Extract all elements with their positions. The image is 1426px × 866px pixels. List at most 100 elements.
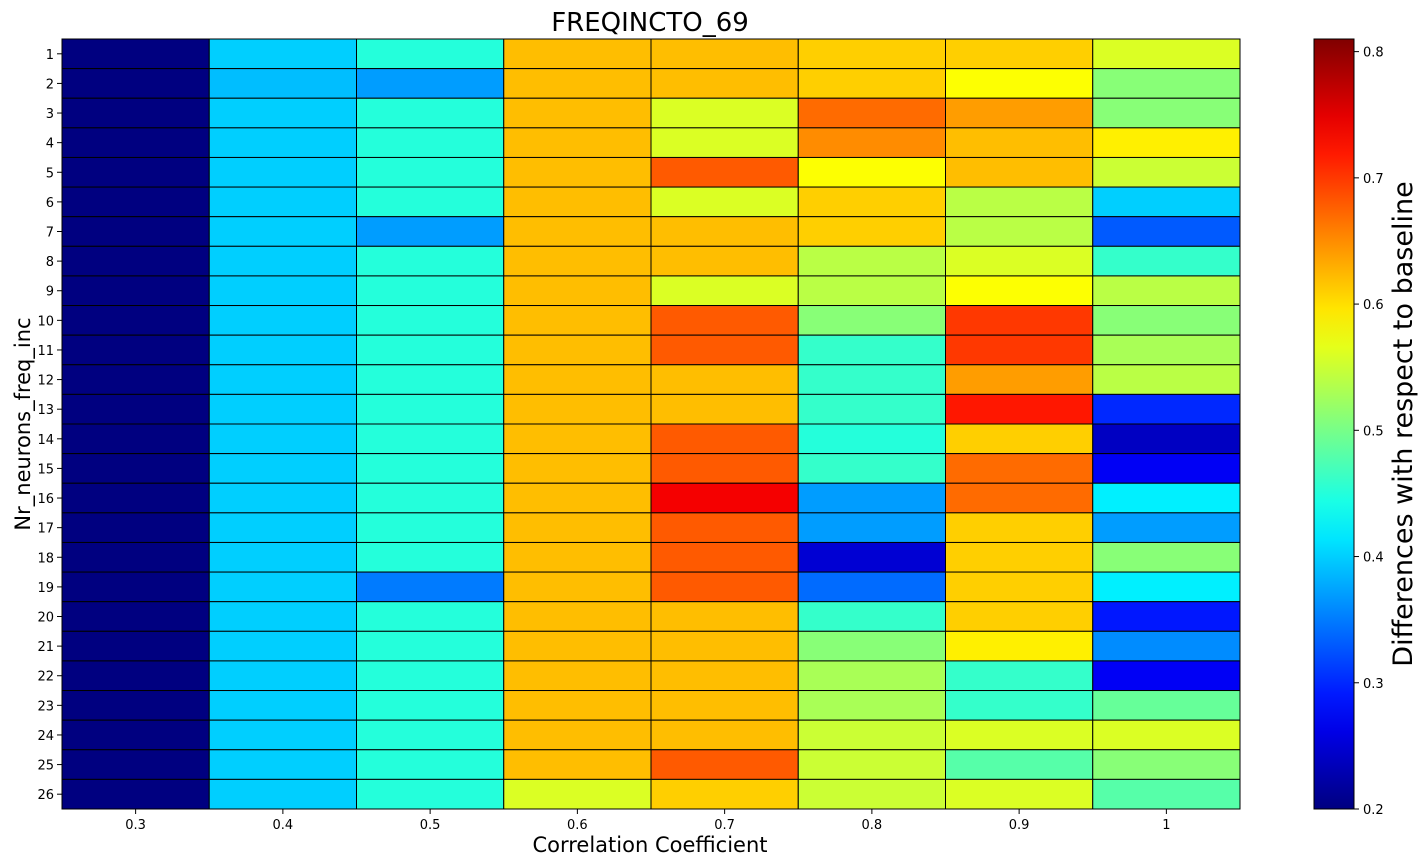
heatmap-cell	[61, 778, 210, 810]
colorbar-tick-label: 0.2	[1363, 803, 1384, 818]
heatmap-cell	[356, 778, 505, 810]
heatmap-cell	[797, 719, 946, 751]
heatmap-cell	[1092, 334, 1241, 366]
y-tick-label: 20	[37, 611, 54, 626]
y-tick-label: 15	[37, 462, 54, 477]
heatmap-cell	[356, 393, 505, 425]
heatmap-cell	[208, 571, 357, 603]
heatmap-cell	[1092, 749, 1241, 780]
y-tick-label: 7	[46, 226, 54, 241]
heatmap-cell	[1092, 512, 1241, 543]
heatmap-cell	[503, 541, 652, 573]
heatmap-cell	[1092, 127, 1241, 158]
heatmap-cell	[797, 186, 946, 218]
heatmap-cell	[208, 245, 357, 277]
colorbar-label: Differences with respect to baseline	[1388, 181, 1419, 666]
heatmap-cell	[356, 364, 505, 395]
heatmap-cell	[945, 156, 1094, 188]
heatmap-cell	[208, 68, 357, 99]
heatmap-cell	[208, 423, 357, 455]
heatmap-cell	[1092, 68, 1241, 99]
heatmap-cell	[797, 334, 946, 366]
heatmap-cell	[61, 245, 210, 277]
heatmap-cell	[208, 38, 357, 70]
heatmap-cell	[797, 393, 946, 425]
heatmap-cell	[208, 482, 357, 514]
heatmap-cell	[797, 453, 946, 484]
heatmap-cell	[650, 393, 799, 425]
heatmap-cell	[208, 334, 357, 366]
heatmap-cell	[797, 630, 946, 662]
heatmap-cell	[797, 423, 946, 455]
heatmap-cell	[1092, 778, 1241, 810]
y-tick-label: 21	[37, 640, 54, 655]
heatmap-cell	[356, 38, 505, 70]
heatmap-cell	[356, 660, 505, 692]
heatmap-cell	[1092, 423, 1241, 455]
colorbar-tick-label: 0.7	[1363, 172, 1384, 187]
heatmap-cell	[503, 512, 652, 543]
heatmap-cell	[1092, 38, 1241, 70]
heatmap-cell	[356, 127, 505, 158]
heatmap-cell	[208, 512, 357, 543]
heatmap-cell	[1092, 571, 1241, 603]
heatmap-cell	[356, 453, 505, 484]
heatmap-cell	[797, 541, 946, 573]
heatmap-cell	[503, 601, 652, 632]
heatmap-cell	[356, 690, 505, 721]
heatmap-cell	[945, 601, 1094, 632]
y-tick-label: 17	[37, 522, 54, 537]
y-tick-label: 14	[37, 433, 54, 448]
heatmap-cell	[61, 453, 210, 484]
heatmap-cell	[208, 156, 357, 188]
heatmap-cell	[650, 482, 799, 514]
heatmap-cell	[650, 778, 799, 810]
heatmap-cell	[356, 749, 505, 780]
heatmap-cell	[503, 571, 652, 603]
x-tick-label: 0.3	[125, 818, 146, 833]
heatmap-cell	[61, 127, 210, 158]
heatmap-cell	[945, 275, 1094, 307]
heatmap-cell	[208, 601, 357, 632]
heatmap-cell	[356, 186, 505, 218]
heatmap-cell	[797, 127, 946, 158]
heatmap-cell	[945, 482, 1094, 514]
heatmap-cell	[208, 216, 357, 247]
heatmap-cell	[356, 156, 505, 188]
heatmap-cell	[650, 245, 799, 277]
heatmap-cell	[797, 38, 946, 70]
heatmap-cell	[945, 690, 1094, 721]
heatmap-cell	[945, 393, 1094, 425]
y-tick-label: 18	[37, 551, 54, 566]
heatmap-cell	[797, 690, 946, 721]
colorbar-tick-label: 0.5	[1363, 424, 1384, 439]
x-tick-label: 0.6	[567, 818, 588, 833]
heatmap-cell	[945, 216, 1094, 247]
heatmap-cell	[650, 334, 799, 366]
heatmap-cell	[650, 364, 799, 395]
heatmap-cell	[208, 97, 357, 129]
heatmap-cell	[208, 690, 357, 721]
heatmap-cell	[503, 778, 652, 810]
heatmap-cell	[650, 630, 799, 662]
heatmap-cell	[1092, 719, 1241, 751]
heatmap-cell	[650, 275, 799, 307]
heatmap-cell	[650, 512, 799, 543]
heatmap-cell	[650, 68, 799, 99]
y-tick-label: 3	[46, 107, 54, 122]
heatmap-cell	[797, 245, 946, 277]
heatmap-cell	[945, 778, 1094, 810]
heatmap-cell	[356, 482, 505, 514]
heatmap-cell	[1092, 216, 1241, 247]
heatmap-cell	[945, 749, 1094, 780]
heatmap-cell	[356, 216, 505, 247]
heatmap-cell	[61, 719, 210, 751]
heatmap-cell	[945, 719, 1094, 751]
x-tick-label: 0.9	[1009, 818, 1030, 833]
heatmap-cell	[208, 778, 357, 810]
heatmap-cell	[945, 186, 1094, 218]
heatmap-cell	[945, 305, 1094, 336]
heatmap-cell	[208, 364, 357, 395]
heatmap-cell	[208, 393, 357, 425]
